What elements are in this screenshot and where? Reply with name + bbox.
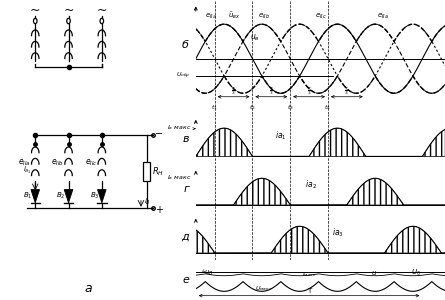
Polygon shape bbox=[31, 190, 40, 203]
Text: $\frac{T}{3}$: $\frac{T}{3}$ bbox=[307, 85, 311, 97]
Text: $\frac{T}{3}$: $\frac{T}{3}$ bbox=[344, 85, 349, 97]
Text: $U_{обр}$: $U_{обр}$ bbox=[176, 71, 190, 81]
Text: $B_2$: $B_2$ bbox=[57, 191, 66, 201]
Text: $e_{IIa}$: $e_{IIa}$ bbox=[377, 12, 389, 21]
Text: $e_{IIb}$: $e_{IIb}$ bbox=[51, 157, 64, 168]
Text: $ia_1$: $ia_1$ bbox=[275, 129, 287, 142]
Text: $U_{макс}$: $U_{макс}$ bbox=[255, 284, 272, 293]
Text: б: б bbox=[182, 40, 189, 50]
Text: $B_1$: $B_1$ bbox=[23, 191, 32, 201]
Text: $e_{IIc}$: $e_{IIc}$ bbox=[85, 157, 97, 168]
Text: $I_а\ макс$: $I_а\ макс$ bbox=[167, 173, 191, 182]
Text: $e_{IIa}$: $e_{IIa}$ bbox=[18, 157, 31, 168]
Text: $B_3$: $B_3$ bbox=[89, 191, 99, 201]
Text: $I_{макс}$: $I_{макс}$ bbox=[302, 270, 316, 279]
Text: $\bar{u}_{вх}$: $\bar{u}_{вх}$ bbox=[227, 11, 240, 21]
Text: $e_{IIa}$: $e_{IIa}$ bbox=[205, 12, 217, 21]
Text: д: д bbox=[181, 232, 189, 242]
Text: в: в bbox=[182, 134, 189, 144]
Text: ~: ~ bbox=[97, 4, 107, 17]
Text: $\frac{T}{3}$: $\frac{T}{3}$ bbox=[269, 85, 274, 97]
Text: $R_H$: $R_H$ bbox=[152, 165, 164, 178]
Polygon shape bbox=[97, 190, 106, 203]
Text: $i_В$: $i_В$ bbox=[144, 197, 151, 207]
Text: $u_в$: $u_в$ bbox=[250, 33, 260, 43]
Text: $t_1$: $t_1$ bbox=[211, 103, 218, 112]
Text: T: T bbox=[307, 288, 311, 294]
Text: г: г bbox=[183, 184, 189, 194]
Text: е: е bbox=[182, 275, 189, 285]
Text: ~: ~ bbox=[30, 4, 40, 17]
Text: $e_{IIc}$: $e_{IIc}$ bbox=[315, 12, 327, 21]
Text: $U_0$: $U_0$ bbox=[411, 268, 421, 278]
Text: −: − bbox=[155, 128, 163, 139]
Text: $\frac{T}{3}$: $\frac{T}{3}$ bbox=[231, 85, 236, 97]
Text: +: + bbox=[155, 205, 163, 215]
Bar bbox=[143, 162, 150, 181]
Text: $u_В$: $u_В$ bbox=[204, 269, 213, 278]
Text: а: а bbox=[84, 281, 92, 295]
Text: $t_3$: $t_3$ bbox=[287, 103, 294, 112]
Text: ~: ~ bbox=[63, 4, 74, 17]
Text: $u$~: $u$~ bbox=[372, 269, 383, 277]
Text: $i_{a_1}$: $i_{a_1}$ bbox=[24, 165, 32, 176]
Text: $t_4$: $t_4$ bbox=[324, 103, 332, 112]
Text: $\ ia_2$: $\ ia_2$ bbox=[303, 178, 318, 191]
Text: $i_в$: $i_в$ bbox=[202, 268, 207, 277]
Polygon shape bbox=[64, 190, 73, 203]
Text: $ia_3$: $ia_3$ bbox=[332, 226, 344, 239]
Text: $I_а\ макс$: $I_а\ макс$ bbox=[167, 123, 191, 132]
Text: $t_2$: $t_2$ bbox=[249, 103, 256, 112]
Text: $e_{IIb}$: $e_{IIb}$ bbox=[258, 12, 270, 21]
